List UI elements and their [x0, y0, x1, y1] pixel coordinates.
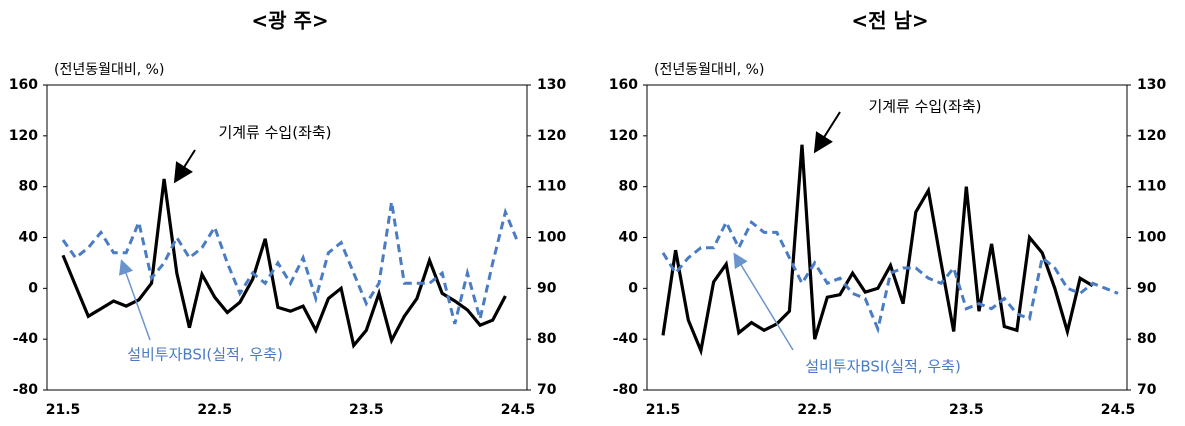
- y2-tick-label: 90: [537, 280, 557, 296]
- annotation-arrow: [733, 252, 794, 351]
- series-line: [61, 178, 507, 350]
- y-tick-label: 0: [628, 280, 638, 296]
- x-tick-label: 24.5: [501, 402, 536, 418]
- y2-tick-label: 100: [537, 230, 566, 246]
- legend-label: 기계류 수입(좌축): [218, 124, 331, 142]
- x-tick-label: 22.5: [797, 402, 832, 418]
- axis-note: (전년동월대비, %): [54, 62, 164, 78]
- y2-tick-label: 120: [537, 128, 566, 144]
- axis-note: (전년동월대비, %): [654, 62, 764, 78]
- y-tick-label: 80: [19, 179, 39, 195]
- chart-title: <광 주>: [251, 9, 328, 33]
- x-tick-label: 21.5: [646, 402, 681, 418]
- legend-label: 설비투자BSI(실적, 우축): [127, 346, 283, 364]
- y-tick-label: 120: [609, 128, 638, 144]
- y-tick-label: 40: [619, 230, 639, 246]
- annotation-arrow: [813, 111, 841, 154]
- chart: <전 남> (전년동월대비, %) -80 -40 0 40 80 120 160 70 80 90 1…: [609, 9, 1167, 419]
- y2-tick-label: 70: [1137, 382, 1157, 398]
- y2-tick-label: 130: [1137, 77, 1166, 93]
- y2-tick-label: 80: [537, 331, 557, 347]
- annotation-arrow: [118, 259, 151, 341]
- legend-label: 설비투자BSI(실적, 우축): [805, 358, 961, 376]
- series-line: [61, 201, 520, 325]
- y-tick-label: 0: [28, 280, 38, 296]
- y2-tick-label: 80: [1137, 331, 1157, 347]
- x-tick-label: 23.5: [349, 402, 384, 418]
- legend-label: 기계류 수입(좌축): [868, 98, 981, 116]
- y2-tick-label: 130: [537, 77, 566, 93]
- y2-tick-label: 120: [1137, 128, 1166, 144]
- x-tick-label: 24.5: [1101, 402, 1136, 418]
- y2-tick-label: 110: [1137, 179, 1166, 195]
- y-tick-label: -80: [13, 382, 39, 398]
- y-tick-label: -40: [13, 331, 39, 347]
- y2-tick-label: 110: [537, 179, 566, 195]
- y2-tick-label: 90: [1137, 280, 1157, 296]
- x-tick-label: 22.5: [197, 402, 232, 418]
- x-tick-label: 21.5: [46, 402, 81, 418]
- y-tick-label: 160: [9, 77, 38, 93]
- y-tick-label: 160: [609, 77, 638, 93]
- y-tick-label: 120: [9, 128, 38, 144]
- annotation-arrow: [173, 149, 196, 184]
- chart: <광 주> (전년동월대비, %) -80 -40 0 40 80 120 160 70 80 90 1…: [9, 9, 567, 419]
- y2-tick-label: 70: [537, 382, 557, 398]
- x-tick-label: 23.5: [949, 402, 984, 418]
- y-tick-label: 80: [619, 179, 639, 195]
- chart-title: <전 남>: [851, 9, 928, 33]
- y-tick-label: -40: [613, 331, 639, 347]
- y-tick-label: 40: [19, 230, 39, 246]
- y2-tick-label: 100: [1137, 230, 1166, 246]
- series-line: [661, 144, 1094, 357]
- y-tick-label: -80: [613, 382, 639, 398]
